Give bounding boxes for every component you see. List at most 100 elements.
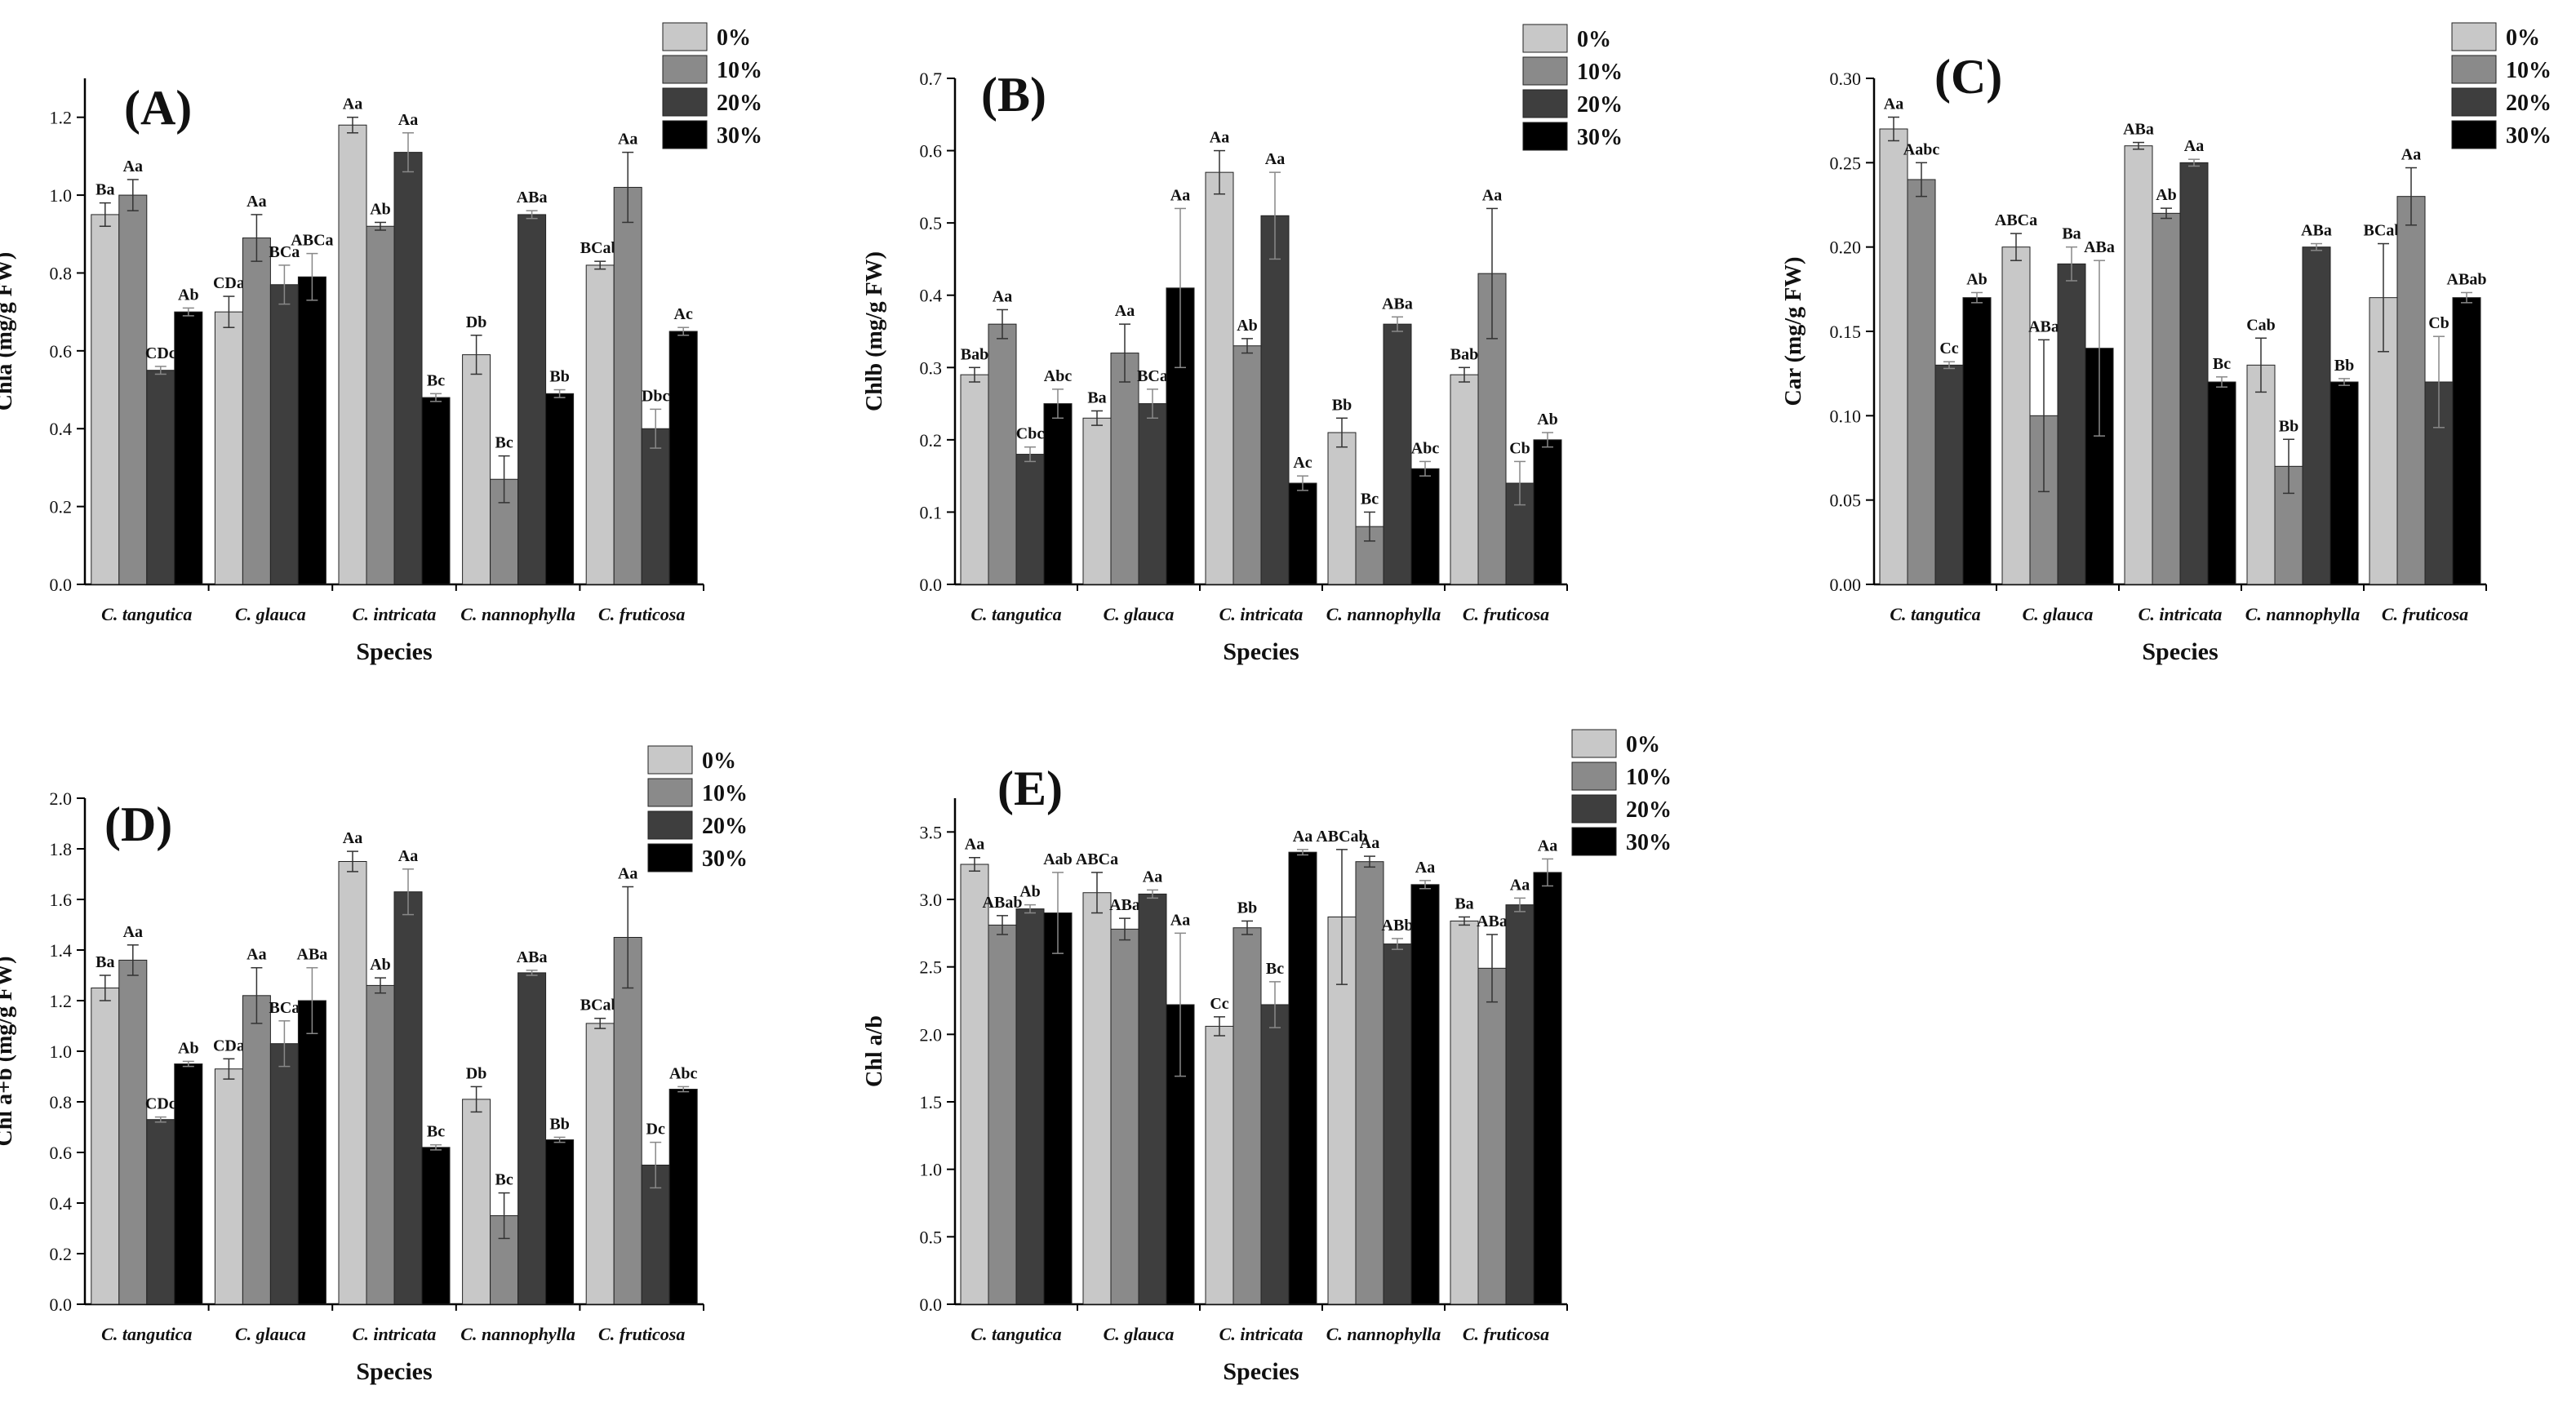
significance-label: Aa: [1510, 876, 1530, 894]
y-tick-label: 0.15: [1830, 322, 1862, 342]
significance-label: Ba: [95, 181, 114, 199]
legend-swatch-30pct: [1522, 122, 1568, 151]
bar-20pct: [393, 891, 423, 1305]
significance-label: Bb: [549, 368, 569, 386]
significance-label: ABa: [2028, 317, 2059, 335]
bar-20pct: [146, 370, 175, 585]
legend-swatch-0pct: [662, 22, 708, 51]
bar-30pct: [668, 331, 698, 585]
significance-label: Ab: [178, 1039, 199, 1057]
bar-0pct: [91, 214, 120, 585]
x-category-label: C. intricata: [1219, 1324, 1304, 1344]
significance-label: Bc: [427, 371, 445, 389]
y-tick-label: 0.10: [1830, 406, 1862, 426]
significance-label: ABa: [1109, 896, 1140, 914]
significance-label: Aa: [343, 829, 362, 847]
significance-label: Aa: [2184, 137, 2204, 155]
y-tick-label: 1.4: [50, 940, 73, 961]
y-tick-label: 0.2: [50, 1244, 73, 1264]
x-category-label: C. glauca: [2023, 604, 2094, 624]
significance-label: Aa: [343, 95, 362, 113]
bar-20pct: [517, 214, 547, 585]
y-tick-label: 0.6: [50, 341, 73, 362]
bar-10pct: [613, 187, 642, 585]
significance-label: BCab: [2364, 222, 2404, 240]
significance-label: Cc: [1210, 995, 1228, 1013]
x-category-label: C. fruticosa: [1463, 1324, 1549, 1344]
x-category-label: C. fruticosa: [1463, 604, 1549, 624]
bar-10pct: [2396, 196, 2426, 585]
legend-swatch-30pct: [662, 120, 708, 149]
chart-panel-d: 0.0 0.2 0.4 0.6 0.8 1.0 1.2 1.4 1.6 1.8 2.0 Chl a+b…: [0, 743, 759, 1385]
x-category-label: C. glauca: [235, 604, 306, 624]
significance-label: Ab: [1237, 317, 1258, 335]
legend-swatch-0pct: [2451, 22, 2497, 51]
bar-30pct: [297, 1000, 326, 1305]
y-axis-label: Chlb (mg/g FW): [862, 251, 887, 411]
bar-20pct: [1383, 943, 1412, 1305]
significance-label: ABab: [983, 894, 1023, 912]
chart-panel-c: 0.00 0.05 0.10 0.15 0.20 0.25 0.30 Car (mg/g FW…: [1781, 20, 2561, 665]
bar-10pct: [366, 984, 395, 1305]
bar-30pct: [1962, 297, 1992, 585]
significance-label: ABa: [517, 948, 548, 966]
significance-label: BCa: [269, 243, 300, 261]
bar-0pct: [91, 988, 120, 1305]
bar-0pct: [1205, 1025, 1234, 1305]
legend-swatch-20pct: [2451, 87, 2497, 117]
significance-label: ABa: [2301, 222, 2332, 240]
bar-10pct: [366, 225, 395, 585]
x-category-label: C. tangutica: [101, 604, 192, 624]
bar-0pct: [214, 1068, 243, 1305]
x-axis-label: Species: [1223, 638, 1299, 665]
y-tick-label: 0.0: [50, 1294, 73, 1315]
bar-20pct: [2302, 246, 2331, 585]
significance-label: Ab: [178, 286, 199, 304]
bar-30pct: [421, 1147, 451, 1305]
legend-swatch-0pct: [1522, 24, 1568, 53]
significance-label: ABa: [1382, 295, 1413, 313]
significance-label: Cb: [1509, 439, 1530, 457]
x-category-label: C. fruticosa: [2382, 604, 2468, 624]
bar-20pct: [269, 284, 299, 585]
bar-0pct: [960, 864, 989, 1305]
significance-label: Bb: [1332, 396, 1352, 414]
bar-0pct: [1327, 432, 1357, 585]
bar-20pct: [1138, 403, 1167, 585]
y-tick-label: 0.3: [920, 357, 943, 378]
y-tick-label: 2.0: [50, 788, 73, 809]
significance-label: Aa: [398, 111, 418, 129]
bar-10pct: [1232, 345, 1262, 585]
significance-label: Aa: [1538, 837, 1557, 855]
bar-0pct: [338, 861, 367, 1305]
significance-label: ABa: [1477, 912, 1508, 930]
significance-label: Dc: [646, 1121, 665, 1139]
significance-label: BCab: [580, 997, 620, 1015]
bar-20pct: [1015, 454, 1045, 585]
bar-10pct: [118, 959, 148, 1305]
bar-30pct: [2207, 381, 2236, 585]
significance-label: Ab: [2156, 186, 2177, 204]
bar-30pct: [174, 1063, 203, 1305]
bar-20pct: [269, 1043, 299, 1305]
significance-label: CDc: [145, 1095, 176, 1113]
y-tick-label: 2.5: [920, 957, 943, 978]
x-category-label: C. nannophylla: [1326, 1324, 1441, 1344]
legend: 0% 10% 20% 30%: [2449, 20, 2561, 157]
significance-label: Ba: [1455, 895, 1473, 912]
bar-20pct: [2179, 162, 2209, 585]
x-axis-label: Species: [2142, 638, 2218, 665]
y-axis-label: Chla (mg/g FW): [0, 252, 17, 411]
y-axis-label: Chl a+b (mg/g FW): [0, 957, 17, 1147]
significance-label: Bb: [2334, 357, 2354, 375]
y-tick-label: 0.8: [50, 1092, 73, 1112]
bar-0pct: [214, 311, 243, 585]
significance-label: ABb: [1382, 917, 1414, 935]
y-axis-label: Chl a/b: [862, 1015, 887, 1087]
bar-30pct: [1043, 912, 1073, 1305]
y-tick-label: 0.6: [920, 141, 943, 162]
significance-label: Bc: [1266, 960, 1284, 978]
significance-label: Aab: [1043, 850, 1073, 868]
significance-label: Aa: [1884, 95, 1903, 113]
chart-panel-a: 0.0 0.2 0.4 0.6 0.8 1.0 1.2 Chla (mg/g FW) Speci…: [0, 20, 772, 665]
